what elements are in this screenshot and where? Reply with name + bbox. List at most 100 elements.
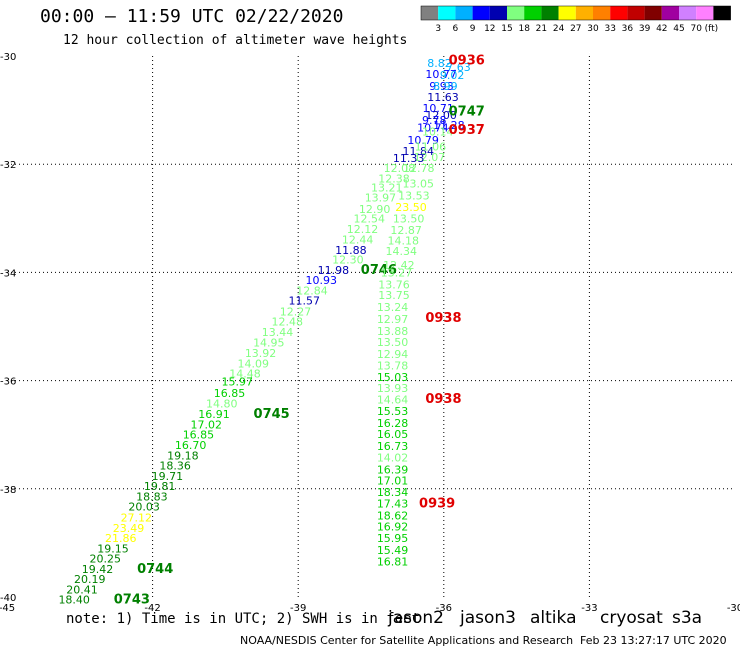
colorbar-label: 21: [536, 24, 547, 34]
colorbar-label: 9: [470, 24, 476, 34]
y-tick-label: -36: [0, 377, 16, 388]
wave-height-label: 17.02: [190, 418, 222, 431]
colorbar-label: 39: [639, 24, 651, 34]
time-label: 0744: [137, 562, 173, 577]
wave-height-label: 12.27: [280, 305, 312, 318]
wave-height-label: 19.15: [97, 542, 129, 555]
wave-height-label: 11.57: [288, 295, 320, 308]
wave-height-label: 15.53: [377, 405, 409, 418]
wave-height-label: 7.63: [446, 61, 471, 74]
wave-height-label: 10.74: [417, 121, 449, 134]
time-label: 0939: [419, 496, 455, 511]
colorbar-swatch: [713, 6, 731, 20]
wave-height-label: 11.63: [427, 91, 459, 104]
colorbar-swatch: [696, 6, 714, 20]
x-tick-label: -42: [144, 603, 160, 614]
wave-height-label: 10.93: [305, 274, 337, 287]
wave-height-label: 19.18: [167, 449, 199, 462]
wave-height-label: 14.80: [206, 397, 238, 410]
colorbar-swatch: [489, 6, 507, 20]
wave-height-label: 18.62: [377, 509, 409, 522]
wave-height-label: 18.36: [159, 460, 191, 473]
wave-height-label: 14.64: [377, 394, 409, 407]
wave-height-label: 13.44: [262, 326, 294, 339]
legend-altika: altika: [530, 608, 577, 628]
legend-jason2: jason2: [388, 608, 444, 628]
colorbar-swatch: [627, 6, 645, 20]
wave-height-label: 14.95: [253, 337, 285, 350]
wave-height-label: 11.98: [318, 264, 350, 277]
wave-height-label: 12.48: [272, 316, 304, 329]
x-tick-label: -30: [727, 603, 740, 614]
wave-height-label: 12.78: [403, 162, 435, 175]
wave-height-label: 16.70: [175, 439, 207, 452]
time-label: 0938: [425, 392, 461, 407]
wave-height-label: 12.84: [296, 284, 328, 297]
wave-height-label: 18.83: [136, 490, 168, 503]
colorbar-label: 15: [501, 24, 512, 34]
colorbar-label: 24: [553, 24, 565, 34]
wave-height-label: 16.28: [377, 417, 409, 430]
wave-height-label: 8.99: [433, 80, 458, 93]
wave-height-label: 13.97: [365, 192, 397, 205]
wave-height-label: 27.12: [121, 511, 152, 524]
colorbar-label: 12: [484, 24, 495, 34]
colorbar-label: 45: [673, 24, 684, 34]
wave-height-label: 8.82: [427, 57, 452, 70]
wave-height-label: 16.81: [377, 555, 409, 568]
wave-height-label: 20.25: [90, 553, 122, 566]
colorbar-swatch: [524, 6, 542, 20]
colorbar-label: 36: [622, 24, 634, 34]
wave-height-label: 13.27: [381, 266, 413, 279]
wave-height-label: 11.06: [415, 140, 447, 153]
wave-height-label: 23.49: [113, 522, 145, 535]
colorbar-unit: (ft): [705, 24, 719, 34]
colorbar-swatch: [472, 6, 490, 20]
wave-height-label: 16.39: [377, 463, 409, 476]
y-tick-label: -34: [0, 268, 16, 279]
wave-height-label: 12.07: [414, 151, 446, 164]
wave-height-label: 10.77: [425, 68, 457, 81]
wave-height-label: 14.18: [388, 234, 420, 247]
wave-height-label: 19.42: [82, 563, 114, 576]
wave-height-label: 11.84: [403, 145, 435, 158]
wave-height-label: 10.14: [422, 126, 454, 139]
wave-height-label: 9.78: [422, 114, 447, 127]
wave-height-label: 18.40: [58, 594, 89, 607]
colorbar-swatch: [679, 6, 697, 20]
wave-height-label: 12.42: [383, 259, 415, 272]
wave-height-label: 16.85: [214, 387, 246, 400]
colorbar-label: 42: [656, 24, 667, 34]
footnote: note: 1) Time is in UTC; 2) SWH is in fe…: [66, 611, 421, 627]
wave-height-label: 19.71: [152, 470, 184, 483]
colorbar-swatch: [593, 6, 611, 20]
colorbar-label: 18: [518, 24, 530, 34]
wave-height-label: 12.94: [377, 348, 409, 361]
wave-height-label: 17.43: [377, 497, 409, 510]
wave-height-label: 10.79: [407, 134, 439, 147]
time-label: 0745: [254, 407, 290, 422]
wave-height-label: 20.19: [74, 573, 106, 586]
wave-height-label: 19.81: [144, 480, 176, 493]
wave-height-label: 16.85: [183, 429, 215, 442]
wave-height-label: 13.78: [377, 359, 409, 372]
wave-height-label: 15.95: [377, 532, 409, 545]
wave-height-label: 15.03: [377, 371, 409, 384]
wave-height-label: 23.50: [395, 201, 427, 214]
wave-height-label: 15.97: [222, 376, 254, 389]
chart-subtitle: 12 hour collection of altimeter wave hei…: [63, 33, 408, 48]
colorbar-label: 70: [690, 24, 702, 34]
x-tick-label: -45: [0, 603, 15, 614]
colorbar-label: 27: [570, 24, 581, 34]
wave-height-label: 12.08: [384, 162, 416, 175]
credit-text: NOAA/NESDIS Center for Satellite Applica…: [240, 634, 574, 647]
wave-height-label: 14.48: [229, 368, 260, 381]
wave-height-label: 16.73: [377, 440, 409, 453]
wave-height-label: 20.41: [66, 583, 98, 596]
x-tick-label: -36: [436, 603, 452, 614]
colorbar-label: 6: [453, 24, 459, 34]
time-label: 0743: [114, 593, 150, 608]
wave-height-label: 11.33: [393, 152, 425, 165]
